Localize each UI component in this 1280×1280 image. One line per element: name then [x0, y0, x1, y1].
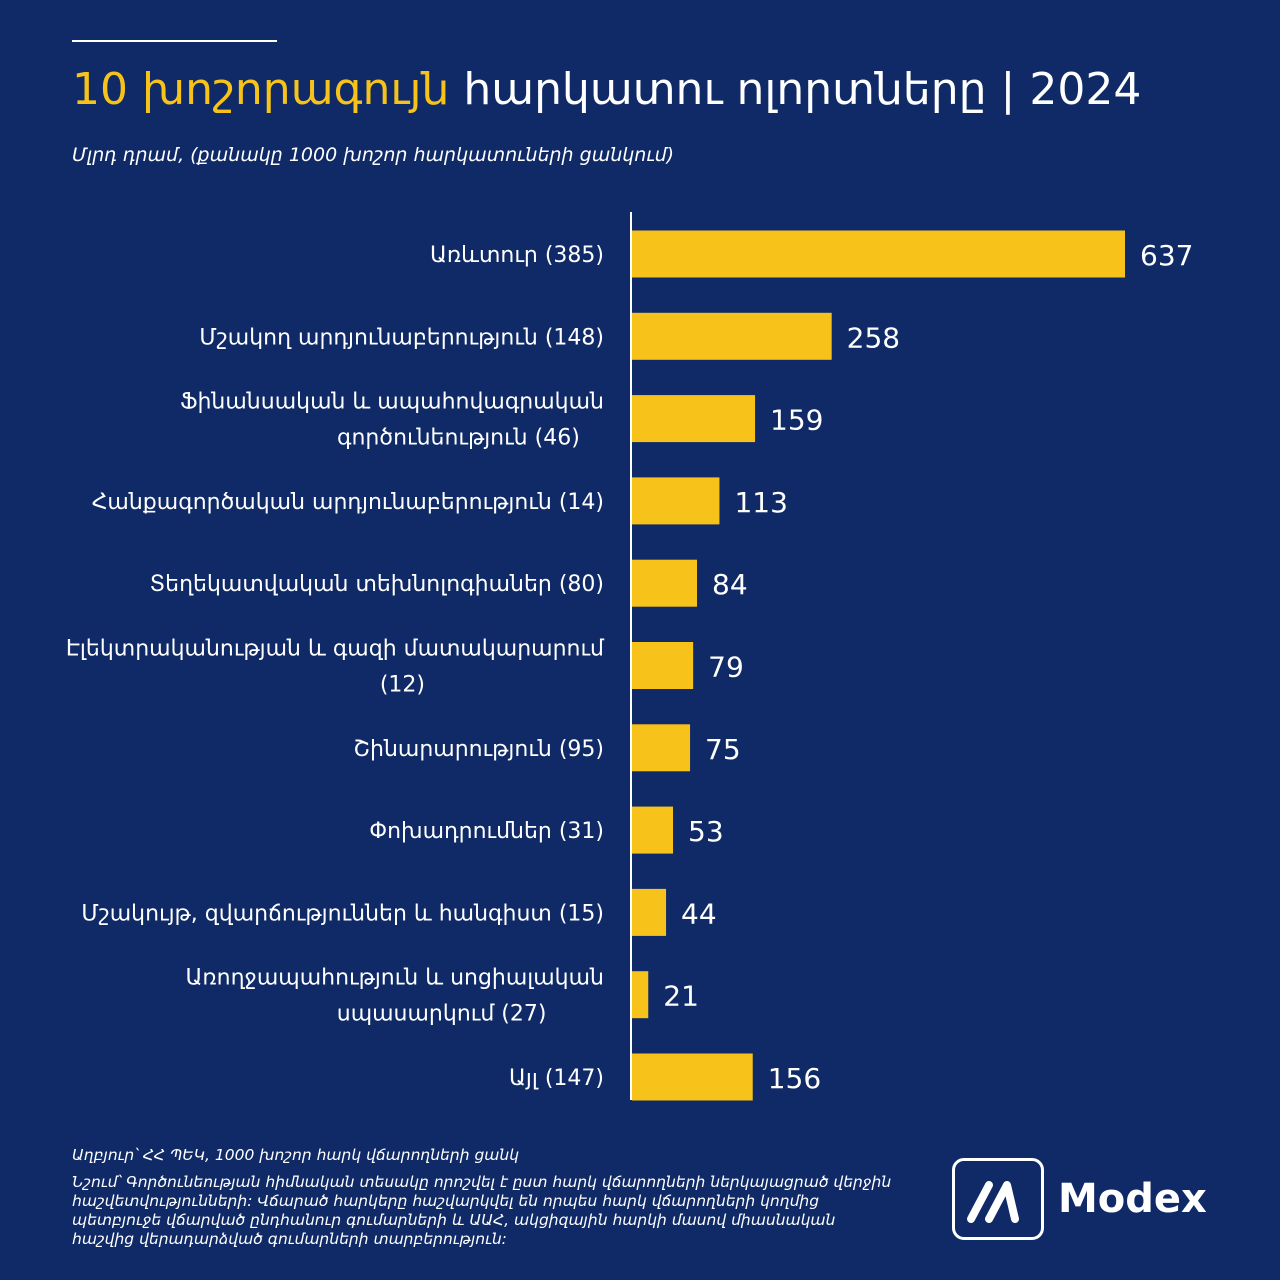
page-title: 10 խոշորագույն հարկատու ոլորտները | 2024 [72, 64, 1141, 115]
category-label: Շինարարություն (95) [353, 737, 604, 762]
bar [632, 724, 691, 772]
category-label: Այլ (147) [509, 1066, 604, 1091]
category-label: Մշակող արդյունաբերություն (148) [199, 325, 604, 350]
title-rest: հարկատու ոլորտները | 2024 [449, 64, 1142, 115]
bar [632, 1053, 753, 1101]
category-label: Տեղեկատվական տեխնոլոգիաներ (80) [150, 572, 604, 597]
modex-logo: Modex [952, 1158, 1207, 1240]
methodology-note: Նշում՝ Գործունեության հիմնական տեսակը որ… [72, 1173, 892, 1248]
bar [632, 230, 1125, 278]
bar [632, 971, 649, 1019]
category-label: Մշակույթ, զվարճություններ և հանգիստ (15) [81, 901, 604, 926]
top-rule [72, 40, 277, 42]
data-label: 79 [708, 651, 744, 684]
category-label: Առևտուր (385) [430, 243, 604, 268]
category-label: Հանքագործական արդյունաբերություն (14) [92, 490, 604, 515]
title-accent: 10 խոշորագույն [72, 64, 450, 115]
source-note: Աղբյուր՝ ՀՀ ՊԵԿ, 1000 խոշոր հարկ վճարողն… [72, 1146, 520, 1164]
bar [632, 395, 756, 443]
data-label: 84 [712, 568, 748, 601]
data-label: 53 [688, 815, 724, 848]
bar [632, 312, 832, 360]
data-label: 258 [847, 321, 900, 354]
category-label: Էլեկտրականության և գազի մատակարարում [66, 637, 605, 662]
category-label: Ֆինանսական և ապահովագրական [180, 390, 604, 415]
data-label: 637 [1140, 239, 1193, 272]
modex-logo-icon [952, 1158, 1044, 1240]
bar [632, 477, 720, 525]
bar [632, 888, 667, 936]
bar [632, 559, 698, 607]
data-label: 75 [705, 733, 741, 766]
category-label: Փոխադրումներ (31) [369, 819, 604, 844]
footer: Աղբյուր՝ ՀՀ ՊԵԿ, 1000 խոշոր հարկ վճարողն… [72, 1146, 902, 1249]
bar-chart: 637 Առևտուր (385) 258 Մշակող արդյունաբերութ… [66, 212, 1193, 1101]
category-label: սպասարկում (27) [337, 1002, 547, 1027]
data-label: 156 [768, 1062, 821, 1095]
logo-text: Modex [1058, 1176, 1207, 1222]
data-label: 159 [770, 404, 823, 437]
bar [632, 806, 674, 854]
data-label: 21 [663, 980, 699, 1013]
category-label: Առողջապահություն և սոցիալական [186, 966, 605, 991]
category-label: (12) [380, 673, 425, 698]
category-label: գործունեություն (46) [337, 426, 580, 451]
data-label: 113 [734, 486, 787, 519]
bar [632, 642, 694, 689]
chart-subtitle: Մլրդ դրամ, (քանակը 1000 խոշոր հարկատունե… [72, 144, 675, 166]
data-label: 44 [681, 897, 717, 930]
